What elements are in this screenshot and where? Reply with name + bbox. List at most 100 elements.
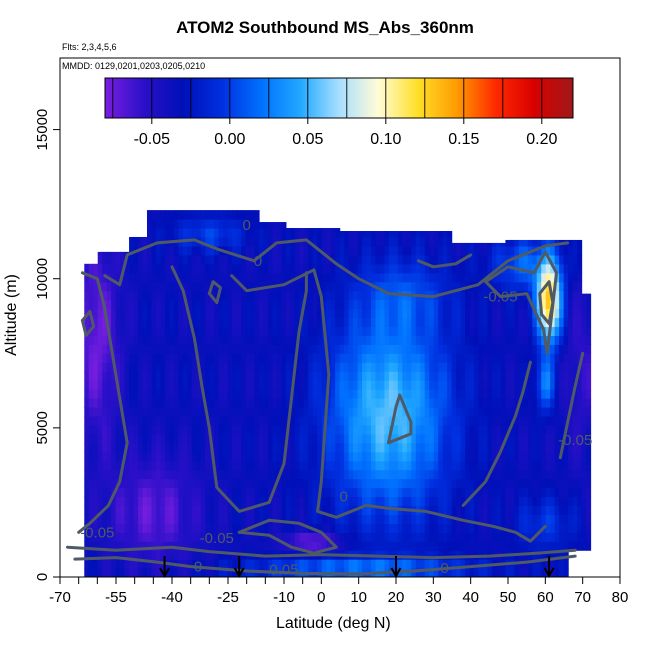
heat-cell [84, 335, 90, 345]
heat-cell [406, 487, 412, 498]
heat-cell [402, 281, 408, 292]
heat-cell [133, 424, 139, 435]
heat-cell [456, 451, 462, 462]
heat-cell [245, 487, 251, 498]
heat-cell [276, 290, 282, 301]
heat-cell [581, 380, 587, 390]
heat-cell [554, 308, 560, 319]
heat-cell [169, 254, 175, 265]
heat-cell [187, 550, 193, 560]
heat-cell [474, 317, 480, 328]
heat-cell [456, 496, 462, 507]
heat-cell [379, 254, 386, 265]
heat-cell [160, 541, 166, 551]
heat-cell [254, 272, 260, 283]
heat-cell [169, 478, 175, 489]
heat-cell [317, 353, 323, 363]
heat-cell [438, 362, 444, 372]
heat-cell [84, 433, 90, 444]
heat-cell [245, 308, 251, 319]
contour-label: 0 [254, 253, 262, 270]
plot-frame [59, 57, 621, 578]
heat-cell [106, 389, 112, 399]
heat-cell [146, 487, 153, 498]
heat-cell [402, 236, 408, 247]
heat-cell [447, 487, 453, 498]
heat-cell [223, 568, 229, 577]
heat-cell [491, 371, 498, 381]
heat-cell [178, 362, 184, 372]
heat-cell [138, 451, 144, 462]
heat-cell [312, 353, 318, 363]
heat-cell [178, 487, 184, 498]
heat-cell [433, 568, 439, 577]
chart-title: ATOM2 Southbound MS_Abs_360nm [176, 18, 474, 37]
heat-cell [550, 389, 556, 399]
heat-cell [393, 496, 399, 507]
heat-cell [482, 532, 489, 542]
heat-cell [362, 424, 368, 435]
heat-cell [568, 514, 574, 524]
heat-cell [250, 353, 256, 363]
heat-cell [281, 344, 287, 354]
heat-cell [93, 415, 99, 426]
heat-cell [366, 263, 372, 274]
heat-cell [509, 317, 515, 328]
heat-cell [182, 335, 188, 345]
heat-cell [500, 344, 506, 354]
heat-cell [545, 505, 551, 515]
heat-cell [379, 406, 386, 417]
heat-cell [326, 424, 332, 435]
heat-cell [151, 308, 157, 319]
heat-cell [429, 380, 435, 390]
heat-cell [353, 353, 359, 363]
heat-cell [505, 380, 511, 390]
heat-cell [200, 228, 206, 238]
heat-cell [267, 478, 274, 489]
heat-cell [106, 406, 112, 417]
heat-cell [258, 344, 265, 354]
heat-cell [482, 514, 489, 524]
heat-cell [532, 559, 538, 569]
heat-cell [236, 344, 242, 354]
heat-cell [523, 308, 529, 319]
heat-cell [393, 523, 399, 533]
heat-cell [344, 362, 350, 372]
heat-cell [205, 272, 211, 283]
heat-cell [267, 487, 274, 498]
heat-cell [370, 380, 377, 390]
heat-cell [388, 406, 394, 417]
heat-cell [563, 362, 569, 372]
heat-cell [478, 281, 484, 292]
heat-cell [415, 415, 421, 426]
heat-cell [169, 424, 175, 435]
heat-cell [312, 505, 318, 515]
heat-cell [209, 469, 215, 480]
heat-cell [160, 496, 166, 507]
heat-cell [559, 335, 565, 345]
heat-cell [88, 398, 94, 408]
heat-cell [236, 245, 242, 256]
heat-cell [568, 451, 574, 462]
heat-cell [527, 433, 533, 444]
heat-cell [500, 389, 506, 399]
heat-cell [397, 245, 403, 256]
heat-cell [133, 299, 139, 310]
heat-cell [321, 245, 327, 256]
heat-cell [339, 469, 345, 480]
heat-cell [469, 353, 475, 363]
heat-cell [267, 559, 274, 569]
heat-cell [209, 254, 215, 265]
heat-cell [523, 272, 529, 283]
heat-cell [196, 308, 202, 319]
heat-cell [308, 308, 314, 319]
heat-cell [290, 487, 296, 498]
heat-cell [438, 231, 444, 238]
heat-cell [523, 559, 529, 569]
heat-cell [187, 245, 193, 256]
heat-cell [84, 496, 90, 507]
heat-cell [411, 514, 417, 524]
heat-cell [348, 398, 354, 408]
heat-cell [447, 559, 453, 569]
heat-cell [326, 559, 332, 569]
